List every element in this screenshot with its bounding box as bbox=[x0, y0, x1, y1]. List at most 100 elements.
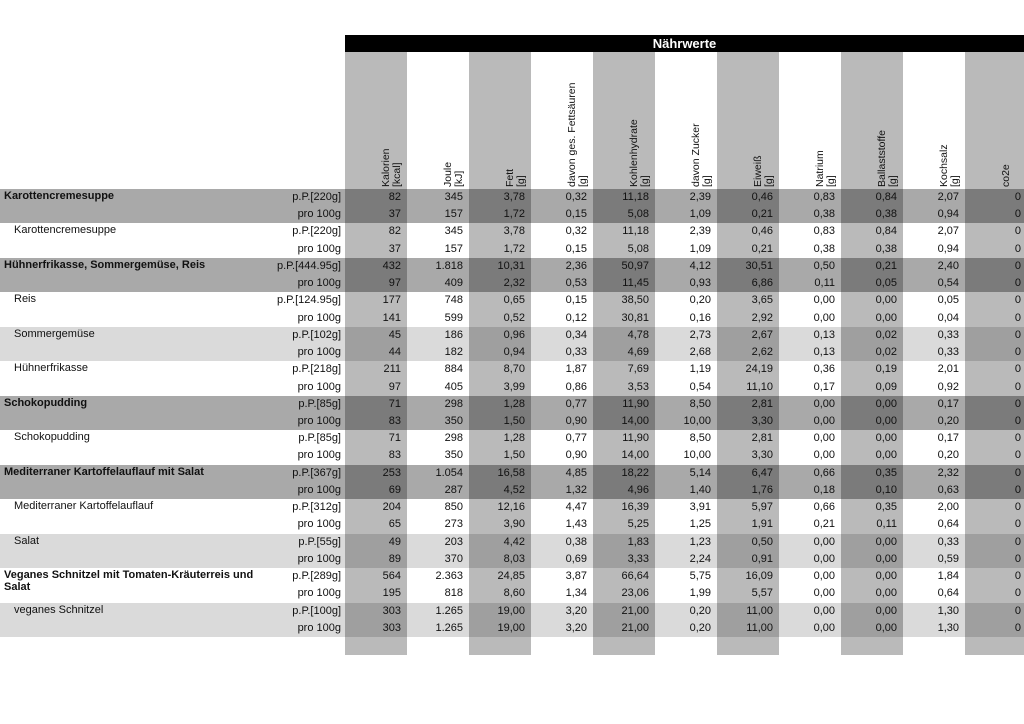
value: 19,00 bbox=[497, 621, 525, 634]
value: 0,20 bbox=[689, 294, 711, 307]
value: 370 bbox=[444, 552, 463, 565]
value: 16,39 bbox=[621, 501, 649, 514]
value: 0,00 bbox=[875, 621, 897, 634]
value: 1,50 bbox=[503, 449, 525, 462]
value: 0,77 bbox=[565, 397, 587, 410]
value: 5,25 bbox=[627, 518, 649, 531]
value: 0,20 bbox=[689, 604, 711, 617]
value: 0 bbox=[1014, 483, 1021, 496]
value: 3,33 bbox=[627, 552, 649, 565]
item-name: Sommergemüse bbox=[14, 327, 95, 340]
value: 0,00 bbox=[875, 587, 897, 600]
row-background bbox=[0, 395, 1024, 431]
value: 2,01 bbox=[937, 363, 959, 376]
value: 748 bbox=[444, 294, 463, 307]
value: 0,35 bbox=[875, 466, 897, 479]
value: 0,54 bbox=[689, 380, 711, 393]
value: 2,39 bbox=[689, 225, 711, 238]
column-unit: [g] bbox=[763, 175, 775, 187]
value: 0,00 bbox=[875, 294, 897, 307]
value: 0,21 bbox=[751, 208, 773, 221]
value: 0,34 bbox=[565, 328, 587, 341]
value: 0 bbox=[1014, 294, 1021, 307]
value: 71 bbox=[388, 432, 401, 445]
value: 850 bbox=[444, 501, 463, 514]
value: 11,00 bbox=[746, 604, 773, 617]
value: 599 bbox=[444, 311, 463, 324]
value: 1,23 bbox=[689, 535, 711, 548]
item-name: Mediterraner Kartoffelauflauf bbox=[14, 500, 154, 513]
value: 0,46 bbox=[751, 191, 773, 203]
value: 0,50 bbox=[751, 535, 773, 548]
value: 38,50 bbox=[621, 294, 649, 307]
item-name: veganes Schnitzel bbox=[14, 603, 104, 616]
value: 0,94 bbox=[937, 208, 959, 221]
value: 0,00 bbox=[875, 552, 897, 565]
column-header: Joule [kJ] bbox=[442, 55, 465, 187]
value: 0 bbox=[1014, 518, 1021, 531]
value: 0,32 bbox=[565, 191, 587, 203]
value: 0 bbox=[1014, 604, 1021, 617]
value: 0 bbox=[1014, 432, 1021, 445]
value: 0,91 bbox=[751, 552, 773, 565]
item-name: Schokopudding bbox=[4, 396, 88, 409]
value: 0,10 bbox=[875, 483, 897, 496]
value: 4,78 bbox=[627, 328, 649, 341]
value: 0,00 bbox=[875, 604, 897, 617]
value: 21,00 bbox=[621, 604, 649, 617]
portion: pro 100g bbox=[297, 518, 341, 531]
value: 0,00 bbox=[813, 432, 835, 445]
value: 298 bbox=[444, 397, 463, 410]
value: 1,72 bbox=[503, 242, 525, 255]
value: 0,00 bbox=[813, 311, 835, 324]
value: 5,14 bbox=[689, 466, 711, 479]
value: 0,50 bbox=[813, 259, 835, 272]
value: 211 bbox=[383, 363, 401, 376]
value: 203 bbox=[444, 535, 463, 548]
value: 0 bbox=[1014, 259, 1021, 272]
value: 18,22 bbox=[621, 466, 649, 479]
value: 0,33 bbox=[937, 328, 959, 341]
value: 273 bbox=[444, 518, 463, 531]
value: 1.265 bbox=[435, 604, 463, 617]
value: 2,73 bbox=[689, 328, 711, 341]
value: 0,38 bbox=[875, 242, 897, 255]
value: 1,72 bbox=[503, 208, 525, 221]
value: 5,08 bbox=[627, 208, 649, 221]
value: 0,00 bbox=[813, 294, 835, 307]
value: 0,00 bbox=[875, 414, 897, 427]
value: 3,78 bbox=[503, 225, 525, 238]
value: 2,39 bbox=[689, 191, 711, 203]
value: 409 bbox=[444, 277, 463, 290]
value: 4,52 bbox=[503, 483, 525, 496]
value: 0,00 bbox=[875, 535, 897, 548]
value: 0,11 bbox=[814, 277, 835, 290]
item-name: Hühnerfrikasse bbox=[14, 362, 88, 375]
value: 24,85 bbox=[497, 570, 525, 583]
value: 0,94 bbox=[503, 346, 525, 359]
value: 1,09 bbox=[689, 242, 711, 255]
value: 0,83 bbox=[813, 191, 835, 203]
value: 0,00 bbox=[875, 397, 897, 410]
value: 0 bbox=[1014, 346, 1021, 359]
value: 0,18 bbox=[813, 483, 835, 496]
value: 303 bbox=[382, 604, 401, 617]
column-header: Natrium [g] bbox=[814, 55, 837, 187]
value: 0,96 bbox=[503, 328, 525, 341]
value: 2,67 bbox=[751, 328, 773, 341]
value: 3,20 bbox=[565, 621, 587, 634]
value: 16,58 bbox=[497, 466, 525, 479]
value: 49 bbox=[388, 535, 401, 548]
value: 177 bbox=[382, 294, 401, 307]
value: 83 bbox=[388, 414, 401, 427]
portion: pro 100g bbox=[297, 483, 341, 496]
value: 0,15 bbox=[565, 242, 587, 255]
portion: pro 100g bbox=[297, 208, 341, 221]
column-unit: [kJ] bbox=[453, 170, 465, 187]
value: 3,20 bbox=[565, 604, 587, 617]
value: 0,46 bbox=[751, 225, 773, 238]
value: 0,02 bbox=[875, 328, 897, 341]
value: 66,64 bbox=[621, 570, 649, 583]
value: 3,30 bbox=[751, 449, 773, 462]
value: 1,32 bbox=[565, 483, 587, 496]
